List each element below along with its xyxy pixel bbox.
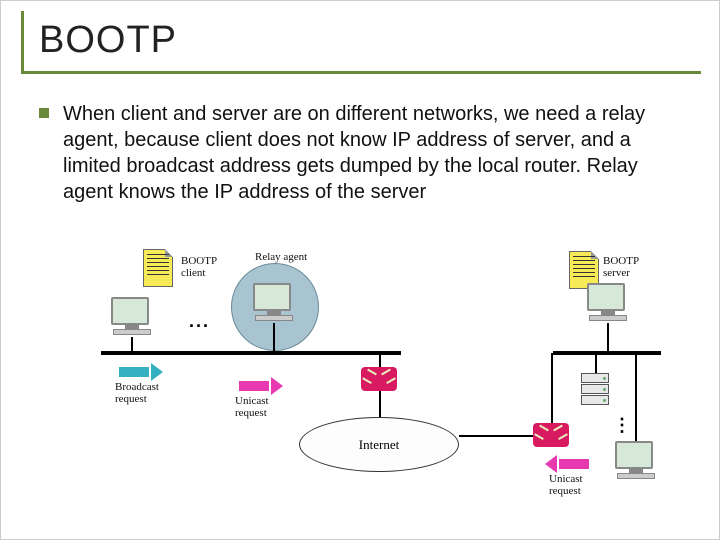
network-line-left: [101, 351, 401, 355]
document-icon: [143, 249, 173, 287]
drop-line: [635, 353, 637, 441]
slide-title: BOOTP: [39, 19, 177, 62]
unicast-right-arrow-icon: [545, 455, 589, 473]
drop-line: [273, 323, 275, 351]
internet-cloud: Internet: [299, 417, 459, 472]
server-side-monitor-icon: [587, 283, 629, 323]
router-icon: [533, 423, 569, 447]
unicast-right-label: Unicast request: [549, 473, 583, 497]
title-accent-vertical: [21, 11, 24, 73]
drop-line: [131, 337, 133, 351]
unicast-left-label: Unicast request: [235, 395, 269, 419]
cloud-to-router-line: [459, 435, 533, 437]
relay-monitor-icon: [253, 283, 295, 323]
broadcast-label: Broadcast request: [115, 381, 159, 405]
router-icon: [361, 367, 397, 391]
title-accent-horizontal: [21, 71, 701, 74]
ellipsis-icon: ...: [189, 311, 210, 332]
bullet-icon: [39, 108, 49, 118]
router-up-line: [551, 353, 553, 423]
relay-agent-label: Relay agent: [255, 251, 307, 263]
ellipsis-icon: ⋮: [613, 415, 633, 436]
drop-line: [379, 351, 381, 367]
bootp-client-label: BOOTP client: [181, 255, 217, 279]
drop-line: [607, 323, 609, 351]
bootp-server-label: BOOTP server: [603, 255, 639, 279]
internet-label: Internet: [359, 437, 399, 453]
broadcast-arrow-icon: [119, 363, 163, 381]
client-monitor-icon: [111, 297, 153, 337]
server-rack-icon: [581, 373, 609, 406]
bootp-diagram: BOOTP client Relay agent ... Broadcast r…: [101, 249, 661, 509]
slide-body: When client and server are on different …: [63, 101, 683, 205]
drop-line: [595, 353, 597, 373]
network-line-right: [553, 351, 661, 355]
client-monitor-icon: [615, 441, 657, 481]
unicast-left-arrow-icon: [239, 377, 283, 395]
